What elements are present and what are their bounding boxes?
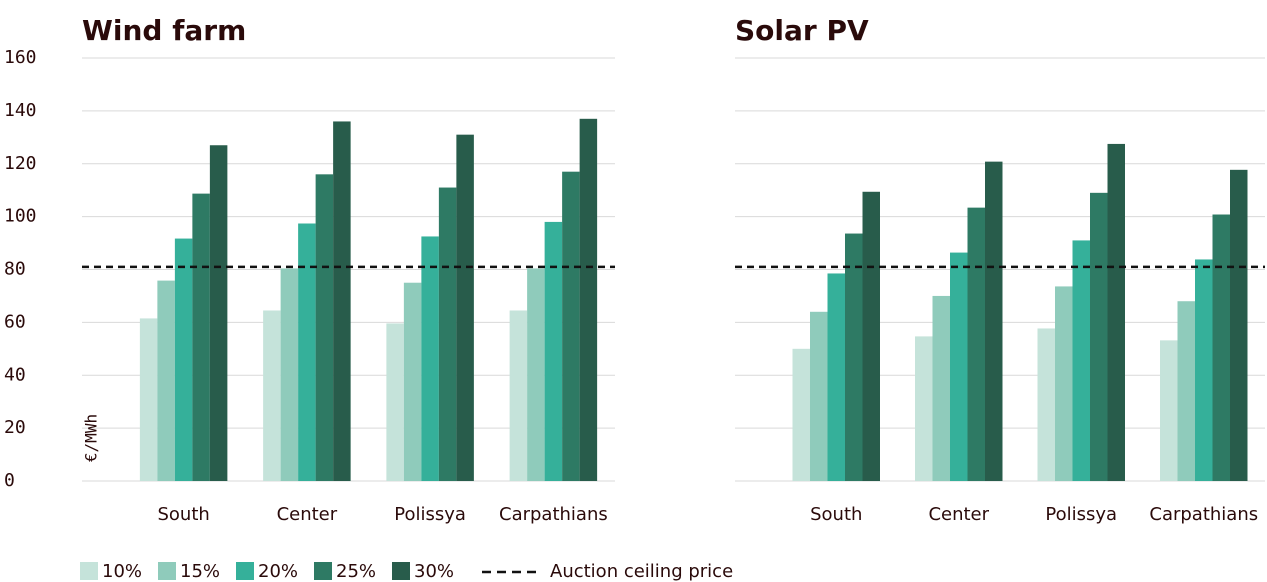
legend-swatch bbox=[314, 562, 332, 580]
bar bbox=[1177, 301, 1195, 481]
x-tick-label: Carpathians bbox=[499, 504, 608, 525]
bar bbox=[438, 187, 457, 481]
x-tick-label: Carpathians bbox=[1149, 504, 1258, 525]
bar bbox=[403, 282, 422, 481]
bar bbox=[386, 323, 404, 481]
bar bbox=[263, 310, 281, 481]
legend-swatch bbox=[392, 562, 410, 580]
bar bbox=[1037, 328, 1055, 481]
bar bbox=[827, 273, 845, 481]
legend-swatch bbox=[236, 562, 254, 580]
bar bbox=[985, 161, 1003, 481]
y-tick-label: 100 bbox=[4, 206, 37, 227]
bar bbox=[174, 238, 193, 481]
bar bbox=[509, 310, 528, 481]
bar bbox=[280, 268, 299, 481]
chart-title: Wind farm bbox=[82, 14, 246, 47]
bar bbox=[950, 252, 968, 481]
legend-label: 15% bbox=[180, 561, 220, 582]
bar bbox=[810, 311, 828, 481]
legend-label: 10% bbox=[102, 561, 142, 582]
legend-swatch bbox=[80, 562, 98, 580]
y-tick-label: 80 bbox=[4, 259, 26, 280]
bar bbox=[792, 348, 810, 481]
bar bbox=[421, 236, 439, 481]
y-tick-label: 20 bbox=[4, 417, 26, 438]
y-tick-label: 60 bbox=[4, 311, 26, 332]
bar bbox=[157, 280, 175, 481]
bar bbox=[1107, 143, 1125, 481]
bar bbox=[1160, 340, 1178, 481]
bar bbox=[527, 268, 545, 481]
bar bbox=[298, 223, 316, 481]
bar bbox=[1195, 259, 1213, 481]
bar bbox=[915, 336, 933, 481]
bar bbox=[862, 191, 880, 481]
bar bbox=[333, 121, 351, 481]
x-tick-label: South bbox=[157, 504, 209, 525]
x-tick-label: Polissya bbox=[394, 504, 466, 525]
y-tick-label: 160 bbox=[4, 47, 37, 68]
legend-label: 30% bbox=[414, 561, 454, 582]
x-tick-label: Polissya bbox=[1045, 504, 1117, 525]
y-axis-label: €/MWh bbox=[82, 414, 101, 462]
legend-label: Auction ceiling price bbox=[550, 561, 733, 582]
y-tick-label: 120 bbox=[4, 153, 37, 174]
bar bbox=[456, 134, 474, 481]
bar bbox=[1072, 240, 1090, 481]
legend-label: 20% bbox=[258, 561, 298, 582]
chart-title: Solar PV bbox=[735, 14, 869, 47]
y-tick-label: 40 bbox=[4, 364, 26, 385]
legend-label: 25% bbox=[336, 561, 376, 582]
bar bbox=[562, 171, 580, 481]
bar bbox=[1055, 286, 1073, 481]
bar bbox=[544, 221, 563, 481]
x-tick-label: South bbox=[810, 504, 862, 525]
y-tick-label: 0 bbox=[4, 470, 15, 491]
bar bbox=[315, 174, 334, 481]
bar bbox=[209, 145, 228, 481]
bar bbox=[1230, 169, 1248, 481]
bar bbox=[967, 207, 985, 482]
bar bbox=[845, 233, 863, 481]
bar bbox=[1090, 192, 1108, 482]
legend-swatch bbox=[158, 562, 176, 580]
x-tick-label: Center bbox=[277, 504, 338, 525]
bar bbox=[932, 295, 950, 481]
bar bbox=[579, 118, 598, 482]
y-tick-label: 140 bbox=[4, 100, 37, 121]
bar bbox=[192, 193, 210, 481]
x-tick-label: Center bbox=[928, 504, 989, 525]
bar bbox=[139, 318, 158, 481]
bar bbox=[1212, 214, 1230, 481]
